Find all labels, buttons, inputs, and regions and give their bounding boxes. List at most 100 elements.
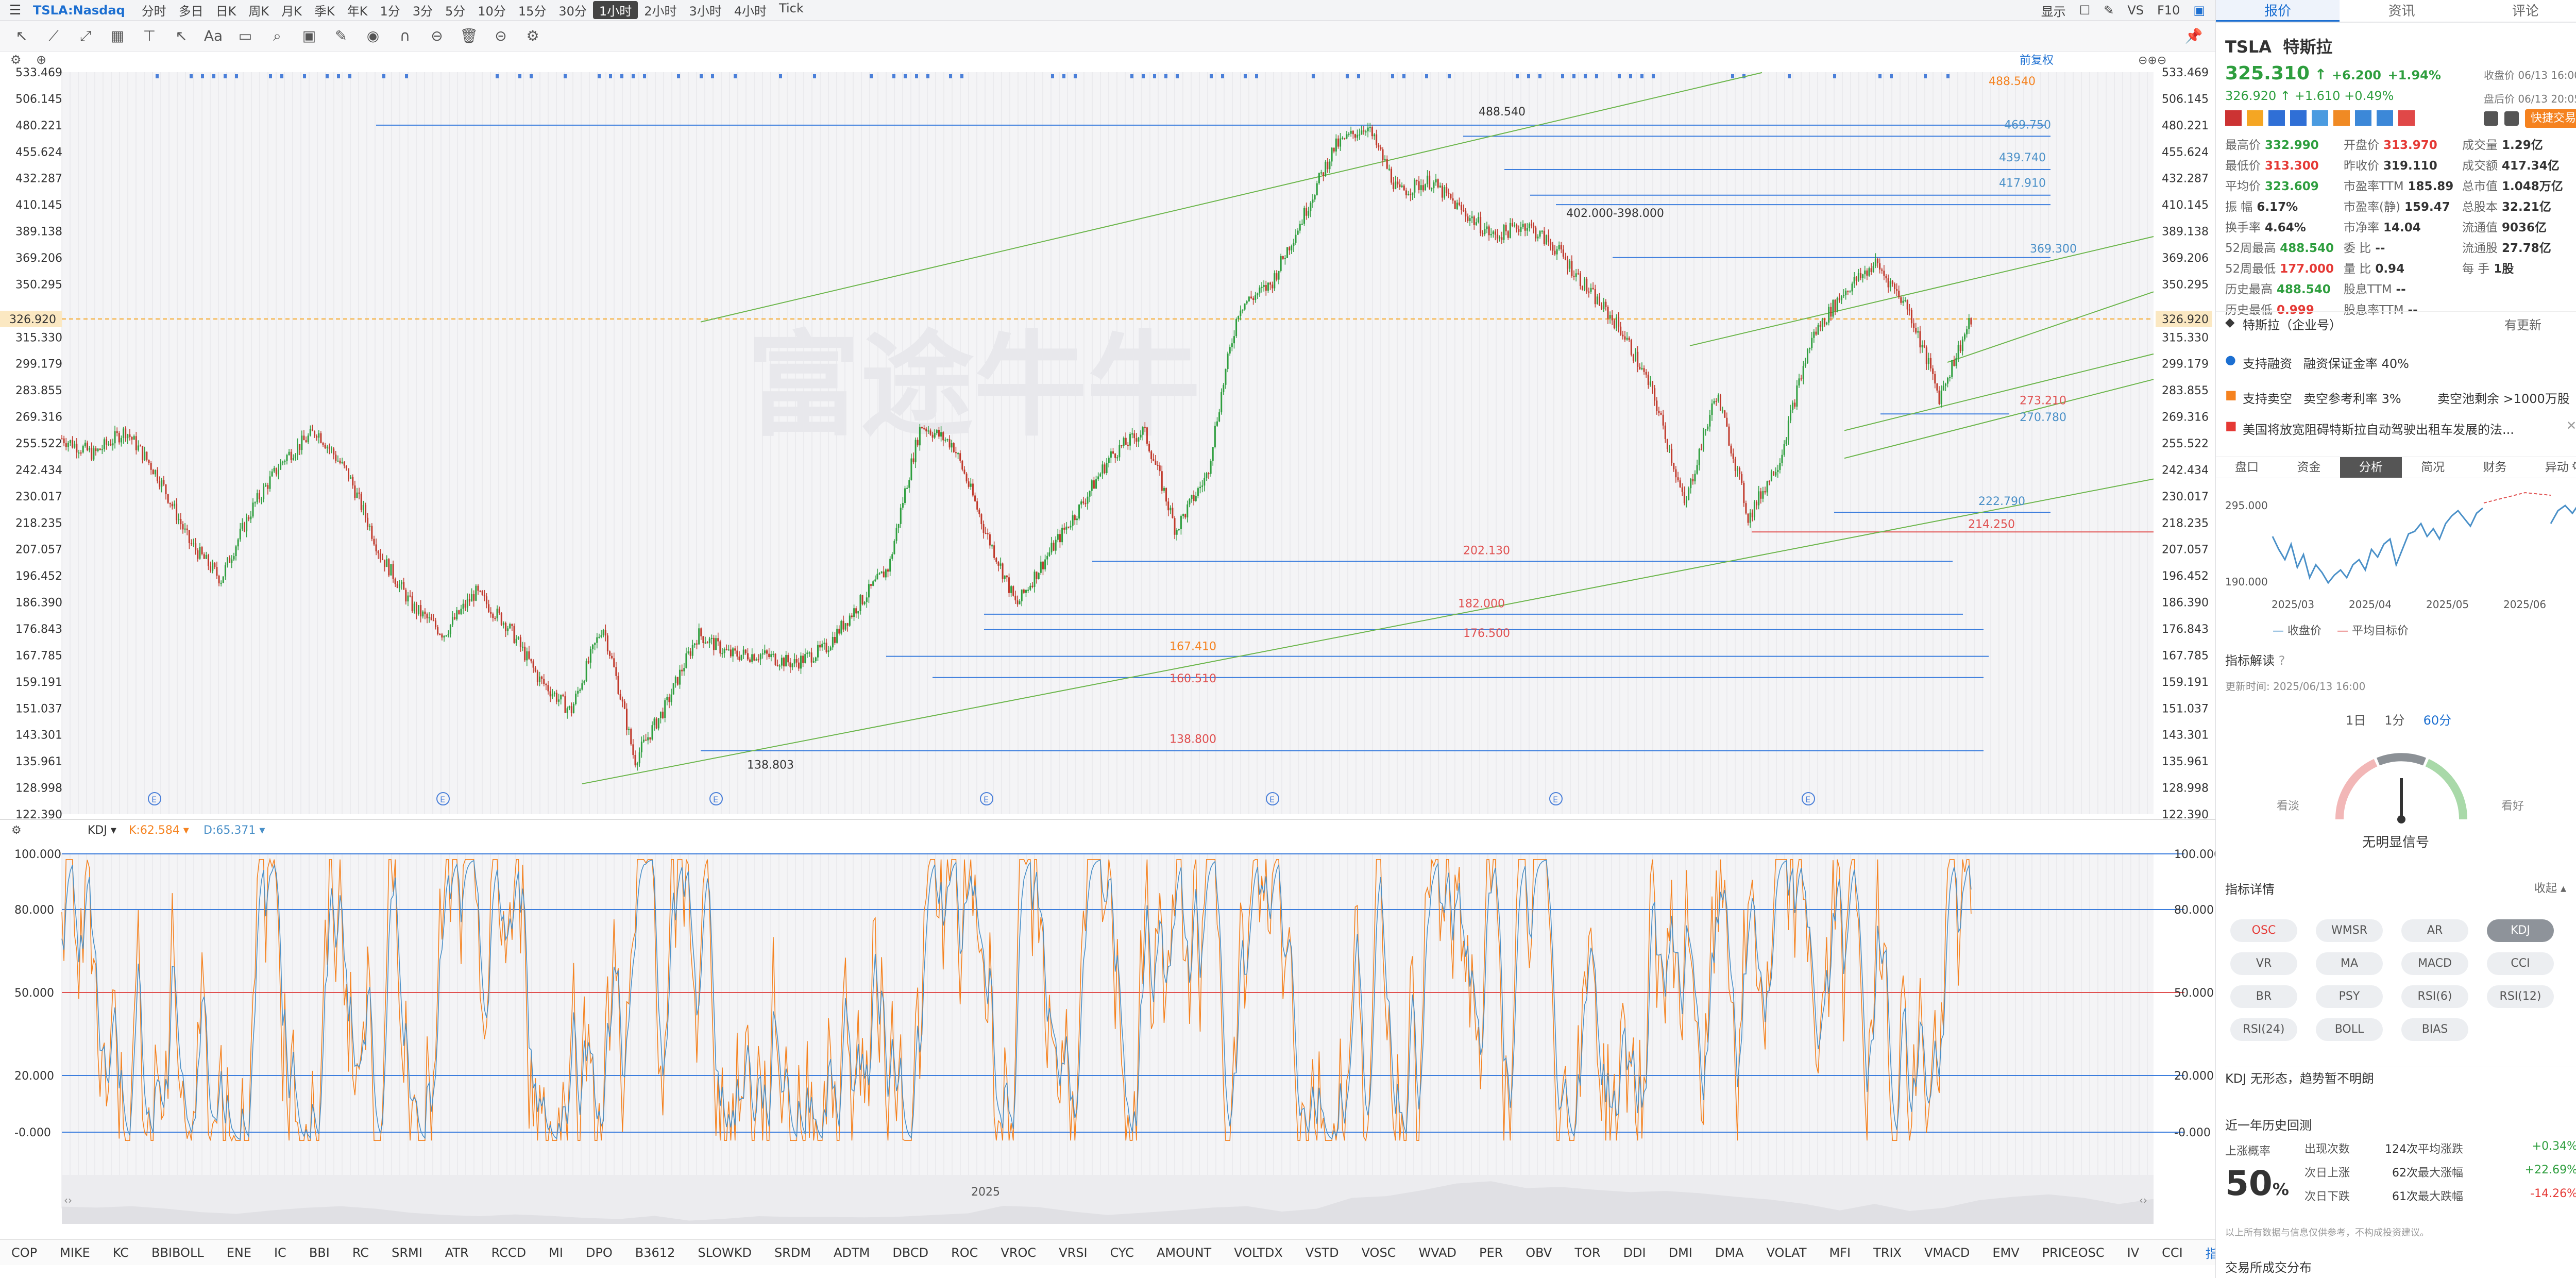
event-marker[interactable] [280, 74, 283, 78]
indicator-tab[interactable]: PER [1468, 1246, 1514, 1260]
quick-trade-button[interactable]: 快捷交易 [2525, 109, 2576, 128]
period-tab[interactable]: 分时 [135, 1, 173, 19]
event-marker[interactable] [1051, 74, 1054, 78]
event-marker[interactable] [904, 74, 907, 78]
subtab[interactable]: 财务 [2464, 457, 2526, 478]
indicator-chip[interactable]: BOLL [2316, 1018, 2383, 1041]
badge-icon[interactable] [2312, 110, 2328, 126]
price-annotation[interactable]: 202.130 [1463, 544, 1510, 557]
period-tab[interactable]: 4小时 [728, 1, 773, 19]
event-marker[interactable] [1210, 74, 1213, 78]
event-marker[interactable] [337, 74, 340, 78]
indicator-chip[interactable]: PSY [2316, 985, 2383, 1008]
indicator-tab[interactable]: COP [0, 1246, 48, 1260]
event-marker[interactable] [1448, 74, 1451, 78]
event-marker[interactable] [326, 74, 329, 78]
event-marker[interactable] [632, 74, 635, 78]
event-marker[interactable] [915, 74, 918, 78]
period-tab[interactable]: 日K [210, 1, 243, 19]
indicator-chip[interactable]: MACD [2401, 952, 2468, 975]
lock-icon[interactable]: ⊖ [426, 27, 448, 44]
news-row[interactable]: ■ 美国将放宽阻碍特斯拉自动驾驶出租车发展的法... ✕ [2216, 416, 2576, 435]
line-tool-icon[interactable]: ⟋ [42, 27, 65, 45]
indicator-tab[interactable]: IV [2116, 1246, 2151, 1260]
subtab[interactable]: 盘口 [2216, 457, 2278, 478]
event-marker[interactable] [734, 74, 737, 78]
indicator-tab[interactable]: SRDM [763, 1246, 822, 1260]
event-marker[interactable] [1312, 74, 1315, 78]
chart-canvas[interactable]: ⚙ ⊕ 前复权 ⊖⊕⊖533.469 533.469506.145 506.145480.… [0, 52, 2215, 1237]
indicator-tab[interactable]: DMI [1657, 1246, 1704, 1260]
event-marker[interactable] [1584, 74, 1587, 78]
event-marker[interactable] [1176, 74, 1179, 78]
price-annotation[interactable]: 270.780 [2020, 411, 2066, 424]
event-marker[interactable] [1788, 74, 1791, 78]
indicator-tab[interactable]: TOR [1563, 1246, 1612, 1260]
price-annotation[interactable]: 488.540 [1989, 75, 2036, 88]
cursor-icon[interactable]: ↖ [10, 27, 33, 44]
event-marker[interactable] [1640, 74, 1643, 78]
event-marker[interactable] [1346, 74, 1349, 78]
event-marker[interactable] [564, 74, 567, 78]
event-marker[interactable] [926, 74, 929, 78]
indicator-chip[interactable]: KDJ [2487, 919, 2554, 942]
indicator-tab[interactable]: WVAD [1407, 1246, 1468, 1260]
close-icon[interactable]: ✕ [2566, 418, 2576, 433]
indicator-tab[interactable]: ROC [940, 1246, 989, 1260]
indicator-tab[interactable]: TRIX [1862, 1246, 1913, 1260]
indicator-chip[interactable]: OSC [2230, 919, 2297, 942]
event-marker[interactable] [1731, 74, 1734, 78]
navigator-handle-right[interactable]: ‹› [2139, 1194, 2147, 1206]
event-marker[interactable] [1425, 74, 1428, 78]
event-marker[interactable] [1391, 74, 1394, 78]
indicator-tab[interactable]: DBCD [881, 1246, 940, 1260]
event-marker[interactable] [1142, 74, 1145, 78]
badge-icon[interactable] [2355, 110, 2371, 126]
price-annotation[interactable]: 417.910 [1999, 177, 2046, 190]
layout-icon[interactable]: ☐ [2079, 3, 2091, 18]
event-marker[interactable] [1652, 74, 1655, 78]
price-annotation[interactable]: 182.000 [1458, 598, 1505, 611]
info-icon[interactable] [2504, 111, 2519, 126]
event-marker[interactable] [1924, 74, 1927, 78]
arrow-tool-icon[interactable]: ↖ [170, 27, 193, 44]
event-marker[interactable] [496, 74, 499, 78]
event-marker[interactable] [1130, 74, 1133, 78]
indicator-tab[interactable]: MI [537, 1246, 574, 1260]
indicator-tab[interactable]: MFI [1818, 1246, 1862, 1260]
event-marker[interactable] [1357, 74, 1360, 78]
event-marker[interactable] [1595, 74, 1598, 78]
zoom-icons[interactable]: ⊖⊕⊖ [2138, 54, 2166, 67]
fib-tool-icon[interactable]: ⊤ [138, 27, 161, 44]
tab-news[interactable]: 资讯 [2340, 0, 2463, 22]
period-tab[interactable]: 3分 [406, 1, 439, 19]
price-annotation[interactable]: 469.750 [2004, 119, 2051, 131]
price-annotation[interactable]: 214.250 [1968, 518, 2015, 531]
indicator-chip[interactable]: BR [2230, 985, 2297, 1008]
event-marker[interactable] [1890, 74, 1893, 78]
indicator-chip[interactable]: CCI [2487, 952, 2554, 975]
event-marker[interactable] [598, 74, 601, 78]
event-marker[interactable] [813, 74, 816, 78]
period-tab[interactable]: 3小时 [683, 1, 727, 19]
period-tab[interactable]: 月K [275, 1, 308, 19]
indicator-tab[interactable]: PRICEOSC [2031, 1246, 2116, 1260]
menu-icon[interactable]: ☰ [9, 3, 21, 18]
price-annotation[interactable]: 176.500 [1463, 627, 1510, 640]
lock-icon[interactable] [2484, 111, 2498, 126]
badge-icon[interactable] [2377, 110, 2393, 126]
settings-icon[interactable]: ⚙ [521, 27, 544, 44]
indicator-chip[interactable]: WMSR [2316, 919, 2383, 942]
event-marker[interactable] [303, 74, 306, 78]
price-annotation[interactable]: 160.510 [1170, 672, 1216, 685]
indicator-tab[interactable]: ADTM [822, 1246, 881, 1260]
period-tab[interactable]: 5分 [439, 1, 471, 19]
event-marker[interactable] [620, 74, 623, 78]
f10-button[interactable]: F10 [2157, 3, 2180, 18]
price-annotation[interactable]: 222.790 [1978, 495, 2025, 508]
indicator-tab[interactable]: VOLAT [1755, 1246, 1818, 1260]
indicator-tab[interactable]: DPO [574, 1246, 624, 1260]
period-tab[interactable]: 1分 [374, 1, 406, 19]
gear-icon[interactable]: ⚙ [10, 53, 22, 67]
event-marker[interactable] [643, 74, 646, 78]
